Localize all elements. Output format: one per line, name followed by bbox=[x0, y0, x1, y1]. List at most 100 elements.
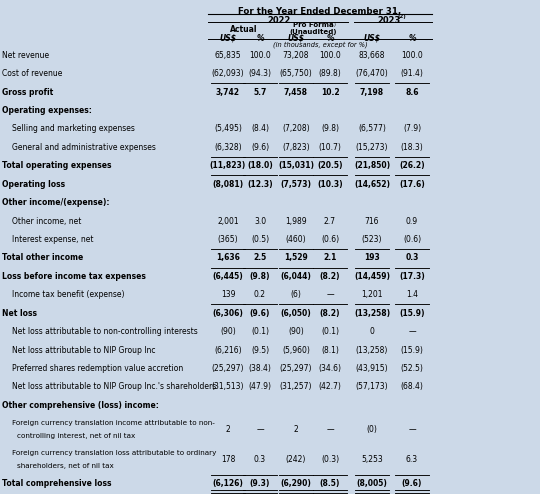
Text: 100.0: 100.0 bbox=[319, 51, 341, 60]
Text: (42.7): (42.7) bbox=[319, 382, 341, 391]
Text: (523): (523) bbox=[362, 235, 382, 244]
Text: (25,297): (25,297) bbox=[280, 364, 312, 373]
Text: (34.6): (34.6) bbox=[319, 364, 341, 373]
Text: 0.3: 0.3 bbox=[254, 455, 266, 464]
Text: Net revenue: Net revenue bbox=[2, 51, 49, 60]
Text: shareholders, net of nil tax: shareholders, net of nil tax bbox=[17, 463, 114, 469]
Text: (8.4): (8.4) bbox=[251, 124, 269, 133]
Text: (25,297): (25,297) bbox=[212, 364, 244, 373]
Text: —: — bbox=[408, 425, 416, 434]
Text: %: % bbox=[408, 34, 416, 43]
Text: Interest expense, net: Interest expense, net bbox=[12, 235, 93, 244]
Text: 1,201: 1,201 bbox=[361, 290, 383, 299]
Text: (9.5): (9.5) bbox=[251, 345, 269, 355]
Text: Foreign currency translation loss attributable to ordinary: Foreign currency translation loss attrib… bbox=[12, 450, 217, 456]
Text: (8.5): (8.5) bbox=[320, 479, 340, 488]
Text: (6,126): (6,126) bbox=[213, 479, 244, 488]
Text: 100.0: 100.0 bbox=[401, 51, 423, 60]
Text: (6,577): (6,577) bbox=[358, 124, 386, 133]
Text: 100.0: 100.0 bbox=[249, 51, 271, 60]
Text: (9.3): (9.3) bbox=[250, 479, 270, 488]
Text: (0.1): (0.1) bbox=[321, 327, 339, 336]
Text: Other income/(expense):: Other income/(expense): bbox=[2, 198, 110, 207]
Text: 1,989: 1,989 bbox=[285, 216, 307, 226]
Text: (6): (6) bbox=[291, 290, 301, 299]
Text: Total comprehensive loss: Total comprehensive loss bbox=[2, 479, 111, 488]
Text: 8.6: 8.6 bbox=[405, 87, 418, 96]
Text: Operating loss: Operating loss bbox=[2, 180, 65, 189]
Text: (26.2): (26.2) bbox=[399, 161, 425, 170]
Text: (12.3): (12.3) bbox=[247, 180, 273, 189]
Text: (460): (460) bbox=[286, 235, 306, 244]
Text: (31,257): (31,257) bbox=[280, 382, 312, 391]
Text: %: % bbox=[326, 34, 334, 43]
Text: 178: 178 bbox=[221, 455, 235, 464]
Text: 6.3: 6.3 bbox=[406, 455, 418, 464]
Text: (18.3): (18.3) bbox=[401, 143, 423, 152]
Text: (13,258): (13,258) bbox=[354, 309, 390, 318]
Text: (8.2): (8.2) bbox=[320, 272, 340, 281]
Text: (6,290): (6,290) bbox=[281, 479, 312, 488]
Text: 5,253: 5,253 bbox=[361, 455, 383, 464]
Text: (62,093): (62,093) bbox=[212, 69, 244, 78]
Text: 2.7: 2.7 bbox=[324, 216, 336, 226]
Text: General and administrative expenses: General and administrative expenses bbox=[12, 143, 156, 152]
Text: (52.5): (52.5) bbox=[401, 364, 423, 373]
Text: (38.4): (38.4) bbox=[248, 364, 272, 373]
Text: Total other income: Total other income bbox=[2, 253, 83, 262]
Text: (6,216): (6,216) bbox=[214, 345, 242, 355]
Text: 2.1: 2.1 bbox=[323, 253, 336, 262]
Text: Loss before income tax expenses: Loss before income tax expenses bbox=[2, 272, 146, 281]
Text: Foreign currency translation income attributable to non-: Foreign currency translation income attr… bbox=[12, 420, 215, 426]
Text: Operating expenses:: Operating expenses: bbox=[2, 106, 92, 115]
Text: (9.8): (9.8) bbox=[321, 124, 339, 133]
Text: (5,960): (5,960) bbox=[282, 345, 310, 355]
Text: (9.6): (9.6) bbox=[402, 479, 422, 488]
Text: (0.6): (0.6) bbox=[321, 235, 339, 244]
Text: US$: US$ bbox=[363, 34, 381, 43]
Text: 3,742: 3,742 bbox=[216, 87, 240, 96]
Text: (47.9): (47.9) bbox=[248, 382, 272, 391]
Text: (90): (90) bbox=[288, 327, 304, 336]
Text: (1): (1) bbox=[329, 22, 336, 27]
Text: 1,636: 1,636 bbox=[216, 253, 240, 262]
Text: 3.0: 3.0 bbox=[254, 216, 266, 226]
Text: For the Year Ended December 31,: For the Year Ended December 31, bbox=[238, 7, 402, 16]
Text: (242): (242) bbox=[286, 455, 306, 464]
Text: (15,031): (15,031) bbox=[278, 161, 314, 170]
Text: US$: US$ bbox=[219, 34, 237, 43]
Text: (6,306): (6,306) bbox=[213, 309, 244, 318]
Text: 5.7: 5.7 bbox=[253, 87, 267, 96]
Text: Cost of revenue: Cost of revenue bbox=[2, 69, 63, 78]
Text: (8.2): (8.2) bbox=[320, 309, 340, 318]
Text: Net loss: Net loss bbox=[2, 309, 37, 318]
Text: 7,198: 7,198 bbox=[360, 87, 384, 96]
Text: Other income, net: Other income, net bbox=[12, 216, 82, 226]
Text: Preferred shares redemption value accretion: Preferred shares redemption value accret… bbox=[12, 364, 183, 373]
Text: 2.5: 2.5 bbox=[253, 253, 267, 262]
Text: (57,173): (57,173) bbox=[356, 382, 388, 391]
Text: (13,258): (13,258) bbox=[356, 345, 388, 355]
Text: (76,470): (76,470) bbox=[356, 69, 388, 78]
Text: (0.1): (0.1) bbox=[251, 327, 269, 336]
Text: 0.2: 0.2 bbox=[254, 290, 266, 299]
Text: (2): (2) bbox=[397, 14, 407, 19]
Text: 10.2: 10.2 bbox=[321, 87, 339, 96]
Text: —: — bbox=[326, 290, 334, 299]
Text: %: % bbox=[256, 34, 264, 43]
Text: (91.4): (91.4) bbox=[401, 69, 423, 78]
Text: —: — bbox=[326, 425, 334, 434]
Text: Total operating expenses: Total operating expenses bbox=[2, 161, 111, 170]
Text: (7.9): (7.9) bbox=[403, 124, 421, 133]
Text: (in thousands, except for %): (in thousands, except for %) bbox=[273, 41, 367, 47]
Text: (6,050): (6,050) bbox=[281, 309, 312, 318]
Text: 2,001: 2,001 bbox=[217, 216, 239, 226]
Text: (89.8): (89.8) bbox=[319, 69, 341, 78]
Text: 2022: 2022 bbox=[267, 16, 291, 25]
Text: 0.9: 0.9 bbox=[406, 216, 418, 226]
Text: (21,850): (21,850) bbox=[354, 161, 390, 170]
Text: 83,668: 83,668 bbox=[359, 51, 385, 60]
Text: Other comprehensive (loss) income:: Other comprehensive (loss) income: bbox=[2, 401, 159, 410]
Text: 2: 2 bbox=[226, 425, 231, 434]
Text: (365): (365) bbox=[218, 235, 238, 244]
